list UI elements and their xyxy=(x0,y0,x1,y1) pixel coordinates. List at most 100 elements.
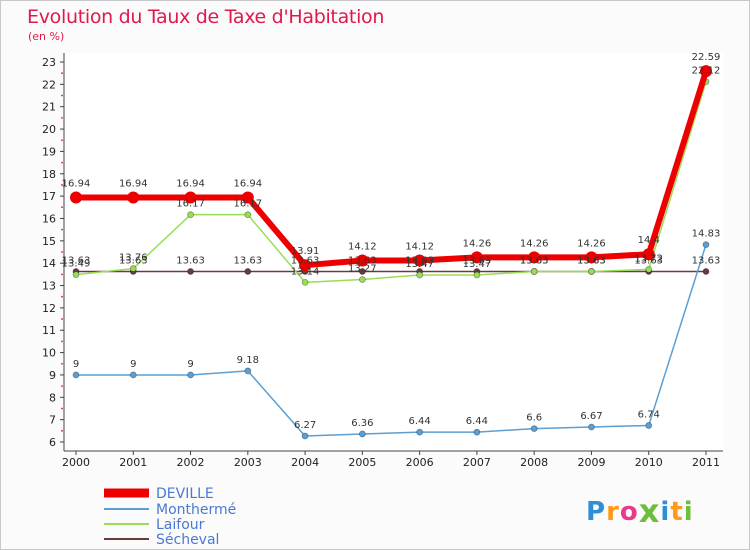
x-tick-label: 2007 xyxy=(463,456,491,469)
data-label-laifour: 13.63 xyxy=(520,255,549,266)
data-label-s-cheval: 13.63 xyxy=(692,255,721,266)
y-minor-tick xyxy=(61,385,63,388)
logo-letter: i xyxy=(660,497,671,527)
data-label-montherm-: 6.44 xyxy=(466,416,488,427)
data-point-deville xyxy=(528,251,541,264)
data-label-laifour: 13.27 xyxy=(348,263,377,274)
data-point-laifour xyxy=(358,276,366,283)
logo-letter: o xyxy=(619,497,639,527)
plot-area xyxy=(64,53,723,451)
chart-axes: 6 7 8 9 10 11 12 13 14 15 16 17 18 19 20 21 22 23 2000 2001… xyxy=(42,53,723,469)
y-tick-label: 8 xyxy=(49,391,56,404)
x-tick-label: 2004 xyxy=(291,456,319,469)
data-point-montherm- xyxy=(530,425,538,432)
data-label-laifour: 13.14 xyxy=(291,266,320,277)
y-minor-tick xyxy=(61,318,63,320)
y-tick-label: 11 xyxy=(42,324,56,337)
y-minor-tick xyxy=(61,295,63,298)
y-minor-tick xyxy=(61,94,63,97)
data-point-deville xyxy=(413,254,426,267)
data-point-montherm- xyxy=(72,371,80,379)
data-point-montherm- xyxy=(473,428,481,436)
data-label-montherm-: 6.36 xyxy=(351,418,373,429)
data-point-laifour xyxy=(645,266,653,273)
data-point-laifour xyxy=(588,268,595,275)
data-label-laifour: 16.17 xyxy=(176,199,205,210)
y-tick-label: 13 xyxy=(42,280,56,293)
data-point-s-cheval xyxy=(358,268,366,275)
logo-letter: t xyxy=(670,497,684,527)
x-tick-label: 2011 xyxy=(692,456,720,469)
data-point-deville xyxy=(585,251,598,264)
x-tick-label: 2001 xyxy=(119,456,147,469)
logo-letter: x xyxy=(638,492,661,530)
data-label-montherm-: 14.83 xyxy=(692,229,721,240)
legend-label-deville: DEVILLE xyxy=(156,486,214,502)
data-point-deville xyxy=(70,191,82,204)
y-tick-label: 10 xyxy=(42,347,56,360)
x-tick-label: 2006 xyxy=(406,456,434,469)
y-minor-tick xyxy=(61,273,63,276)
data-point-montherm- xyxy=(244,367,252,375)
data-label-laifour: 13.47 xyxy=(405,259,434,270)
y-tick-label: 17 xyxy=(42,190,56,203)
legend-label-montherm-: Monthermé xyxy=(156,502,236,518)
x-tick-label: 2002 xyxy=(177,456,205,469)
data-point-laifour xyxy=(129,265,137,272)
data-label-deville: 16.94 xyxy=(233,178,262,189)
data-label-s-cheval: 13.63 xyxy=(520,255,549,266)
data-point-laifour xyxy=(473,271,481,279)
data-point-deville xyxy=(356,254,369,267)
data-labels-layer: 13.63 13.63 13.63 13.63 13.63 13.63 13.63 13.63… xyxy=(62,52,721,431)
data-point-laifour xyxy=(530,268,538,275)
series-line-laifour xyxy=(75,80,707,284)
y-minor-tick xyxy=(61,161,63,164)
data-point-deville xyxy=(299,259,312,272)
series-line-deville xyxy=(73,68,709,269)
logo-letter: i xyxy=(683,497,694,527)
y-tick-label: 14 xyxy=(42,257,56,270)
series-line-montherm- xyxy=(75,243,707,437)
data-label-montherm-: 6.67 xyxy=(580,411,602,422)
data-label-montherm-: 9 xyxy=(130,359,136,370)
y-tick-label: 6 xyxy=(49,436,56,449)
data-label-deville: 16.94 xyxy=(119,178,148,189)
data-label-deville: 16.94 xyxy=(62,178,91,189)
y-tick-label: 18 xyxy=(42,168,56,181)
data-label-montherm-: 6.74 xyxy=(638,409,660,420)
data-label-montherm-: 6.6 xyxy=(526,413,542,424)
y-minor-tick xyxy=(61,206,63,209)
data-point-montherm- xyxy=(187,371,194,379)
data-point-s-cheval xyxy=(187,268,194,275)
data-point-s-cheval xyxy=(244,268,252,275)
data-label-laifour: 13.76 xyxy=(119,253,148,264)
data-point-montherm- xyxy=(129,371,137,379)
data-point-laifour xyxy=(72,271,80,278)
y-tick-label: 16 xyxy=(42,212,56,225)
data-point-montherm- xyxy=(702,241,710,249)
y-tick-label: 9 xyxy=(49,369,56,382)
data-label-laifour: 22.12 xyxy=(692,66,721,77)
y-minor-tick xyxy=(61,429,63,432)
y-tick-label: 15 xyxy=(42,235,56,248)
y-minor-tick xyxy=(61,139,63,142)
y-tick-label: 22 xyxy=(42,78,56,91)
data-point-laifour xyxy=(244,211,252,219)
y-minor-tick xyxy=(61,362,63,365)
chart-subtitle: (en %) xyxy=(28,30,65,43)
data-label-montherm-: 9.18 xyxy=(237,355,259,366)
data-point-montherm- xyxy=(416,428,424,436)
data-label-deville: 14.12 xyxy=(348,241,377,252)
data-label-s-cheval: 13.63 xyxy=(348,255,377,266)
y-tick-label: 19 xyxy=(42,145,56,158)
y-minor-tick xyxy=(61,116,63,119)
data-label-deville: 13.91 xyxy=(291,246,320,257)
x-tick-label: 2003 xyxy=(234,456,262,469)
data-label-montherm-: 9 xyxy=(73,359,79,370)
y-tick-label: 23 xyxy=(42,56,56,69)
y-minor-tick xyxy=(61,228,63,231)
y-tick-label: 7 xyxy=(49,414,56,427)
data-label-montherm-: 6.44 xyxy=(409,416,431,427)
